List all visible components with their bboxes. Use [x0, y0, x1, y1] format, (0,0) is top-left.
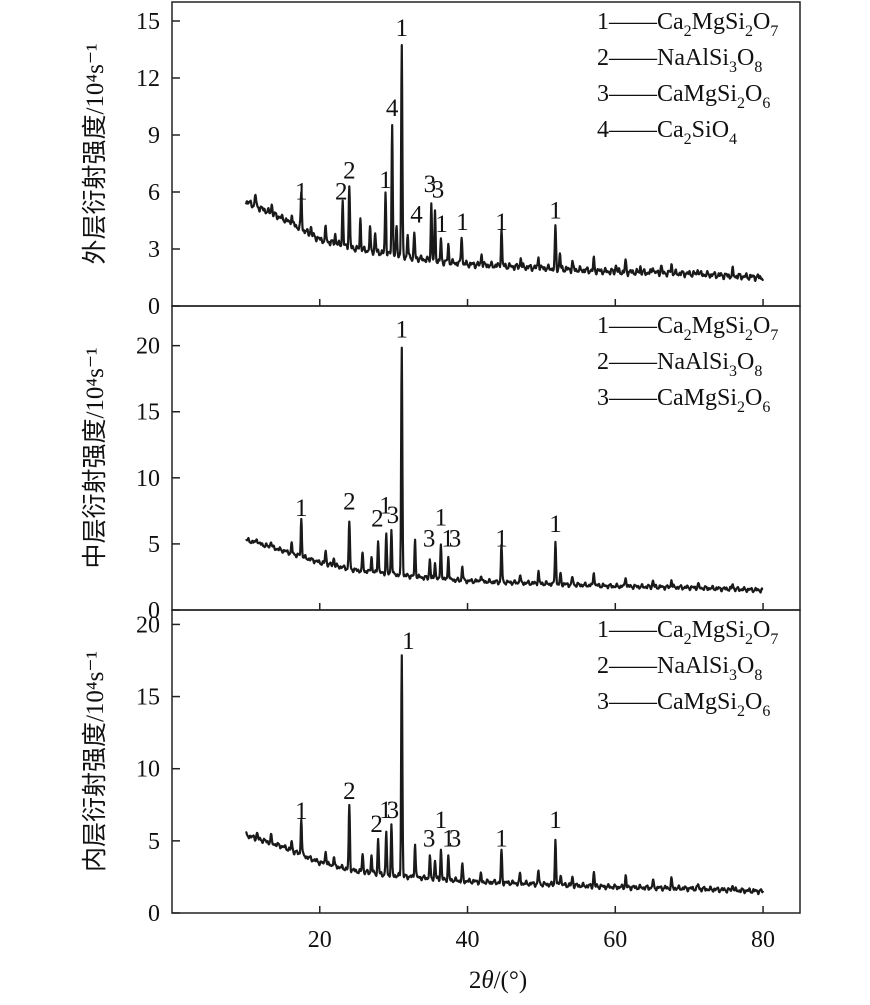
peak-label: 1: [295, 798, 308, 825]
legend-entry: 2——NaAlSi3O8: [597, 349, 762, 380]
peak-label: 3: [423, 826, 436, 853]
x-tick-label: 40: [456, 927, 480, 953]
peak-label: 3: [387, 502, 400, 529]
peak-label: 4: [410, 201, 423, 228]
peak-label: 3: [449, 526, 462, 553]
peak-label: 2: [371, 506, 384, 533]
peak-label: 1: [456, 209, 469, 236]
peak-label: 1: [396, 317, 409, 344]
peak-label: 3: [387, 797, 400, 824]
peak-label: 2: [343, 158, 356, 185]
x-tick-label: 80: [751, 927, 775, 953]
peak-label: 2: [335, 179, 348, 206]
y-tick-label: 3: [148, 237, 160, 263]
peak-label: 1: [295, 179, 308, 206]
peak-label: 3: [424, 171, 437, 198]
peak-label: 3: [449, 826, 462, 853]
xrd-pattern-line: [245, 346, 764, 594]
peak-label: 1: [396, 15, 409, 42]
peak-label: 4: [386, 95, 399, 122]
peak-label: 1: [495, 526, 508, 553]
legend-entry: 1——Ca2MgSi2O7: [597, 9, 778, 40]
peak-label: 1: [549, 198, 562, 225]
legend-entry: 4——Ca2SiO4: [597, 117, 737, 148]
peak-label: 1: [549, 511, 562, 538]
legend-entry: 1——Ca2MgSi2O7: [597, 617, 778, 648]
y-axis-label: 外层衍射强度/10⁴s⁻¹: [81, 43, 109, 264]
peak-label: 1: [442, 826, 455, 853]
peak-label: 1: [441, 526, 454, 553]
y-axis-label: 内层衍射强度/10⁴s⁻¹: [81, 651, 109, 872]
legend: 1——Ca2MgSi2O7 2——NaAlSi3O8 3——CaMgSi2O6 4——…: [597, 9, 778, 148]
legend: 1——Ca2MgSi2O7 2——NaAlSi3O8 3——CaMgSi2O6: [597, 313, 778, 416]
y-tick-label: 20: [136, 612, 160, 638]
peak-label: 2: [370, 811, 383, 838]
xrd-pattern-line: [244, 43, 765, 282]
y-tick-label: 5: [148, 829, 160, 855]
peak-label: 1: [435, 807, 448, 834]
peak-label: 1: [379, 167, 392, 194]
x-tick-label: 60: [603, 927, 627, 953]
xrd-pattern-line: [245, 654, 765, 896]
y-tick-label: 12: [136, 66, 160, 92]
y-tick-label: 15: [136, 685, 160, 711]
peak-label: 1: [379, 493, 392, 520]
peak-label: 2: [343, 489, 356, 516]
legend-entry: 3——CaMgSi2O6: [597, 689, 770, 720]
peak-label: 3: [423, 526, 436, 553]
legend-entry: 2——NaAlSi3O8: [597, 653, 762, 684]
y-axis-label: 中层衍射强度/10⁴s⁻¹: [81, 347, 109, 568]
y-tick-label: 9: [148, 123, 160, 149]
peak-label: 1: [495, 209, 508, 236]
peak-label: 3: [432, 177, 445, 204]
legend-entry: 3——CaMgSi2O6: [597, 385, 770, 416]
peak-label: 1: [495, 826, 508, 853]
plot-frame: [171, 609, 801, 914]
legend-entry: 2——NaAlSi3O8: [597, 45, 762, 76]
peak-label: 2: [343, 778, 356, 805]
legend-entry: 3——CaMgSi2O6: [597, 81, 770, 112]
peak-label: 1: [295, 495, 308, 522]
y-tick-label: 10: [136, 466, 160, 492]
y-tick-label: 15: [136, 400, 160, 426]
legend: 1——Ca2MgSi2O7 2——NaAlSi3O8 3——CaMgSi2O6: [597, 617, 778, 720]
x-axis-label: 2θ/(°): [469, 967, 527, 994]
y-tick-label: 0: [148, 294, 160, 320]
peak-label: 1: [435, 504, 448, 531]
legend-entry: 1——Ca2MgSi2O7: [597, 313, 778, 344]
y-tick-label: 6: [148, 180, 160, 206]
y-tick-label: 15: [136, 9, 160, 35]
peak-label: 1: [435, 211, 448, 238]
y-tick-label: 0: [148, 901, 160, 927]
y-tick-label: 0: [148, 598, 160, 624]
y-tick-label: 10: [136, 757, 160, 783]
y-tick-label: 20: [136, 334, 160, 360]
y-tick-label: 5: [148, 532, 160, 558]
x-tick-label: 20: [308, 927, 332, 953]
peak-label: 1: [379, 797, 392, 824]
peak-label: 1: [402, 628, 415, 655]
peak-label: 1: [549, 807, 562, 834]
